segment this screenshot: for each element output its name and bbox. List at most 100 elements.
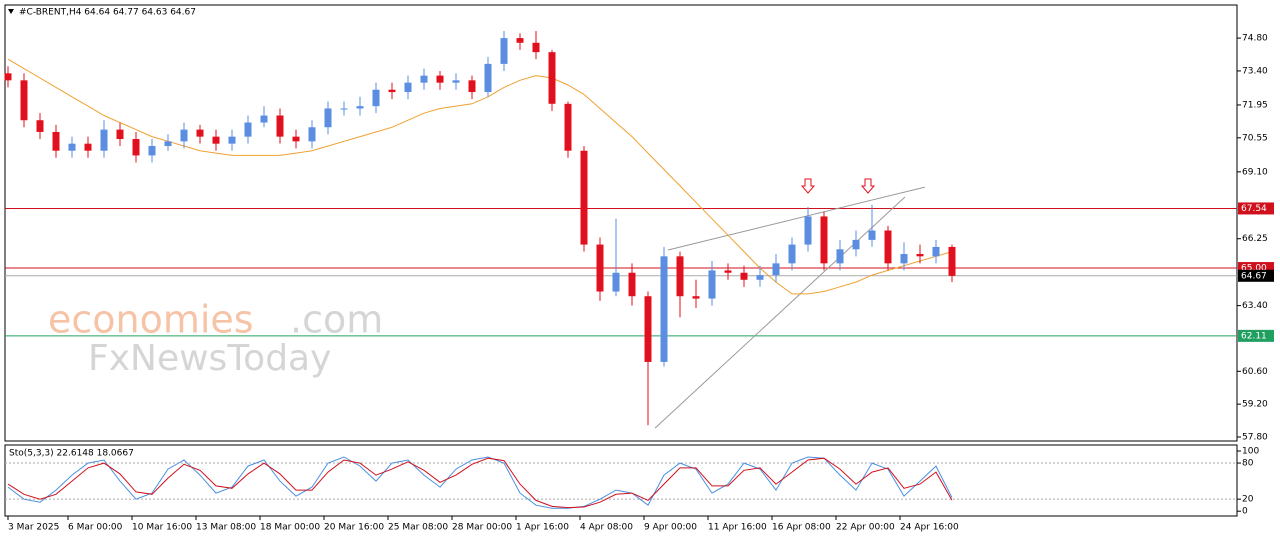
- candle-body: [260, 115, 268, 123]
- trendline: [667, 186, 926, 251]
- y-tick-label: 57.80: [1242, 433, 1268, 443]
- x-tick-label: 24 Apr 16:00: [900, 523, 959, 533]
- candle-body: [244, 122, 252, 137]
- x-tick-label: 13 Mar 08:00: [196, 523, 256, 533]
- x-tick-label: 16 Apr 08:00: [772, 523, 831, 533]
- candle-body: [820, 216, 828, 264]
- candle-body: [612, 272, 620, 292]
- y-tick-label: 70.55: [1242, 133, 1268, 143]
- x-tick-label: 10 Mar 16:00: [132, 523, 192, 533]
- candle-body: [68, 143, 76, 151]
- candle-body: [916, 253, 924, 257]
- candle-body: [180, 129, 188, 142]
- watermark: FxNewsToday: [88, 338, 331, 379]
- candle-body: [452, 80, 460, 83]
- candle-body: [708, 270, 716, 299]
- y-tick-label: 74.80: [1242, 34, 1268, 44]
- candle-body: [196, 129, 204, 137]
- y-tick-label: 20: [1242, 495, 1254, 505]
- candle-body: [788, 244, 796, 264]
- candle-body: [852, 239, 860, 250]
- x-tick-label: 3 Mar 2025: [8, 523, 59, 533]
- arrow-annotation: [860, 178, 876, 194]
- candle-body: [500, 38, 508, 64]
- candle-body: [420, 75, 428, 83]
- chart-title: #C-BRENT,H4 64.64 64.77 64.63 64.67: [19, 8, 196, 18]
- level-label: 65.00: [1241, 264, 1267, 274]
- menu-triangle[interactable]: [8, 9, 14, 14]
- candle-body: [132, 138, 140, 156]
- x-tick-label: 11 Apr 16:00: [708, 523, 767, 533]
- candle-body: [692, 296, 700, 299]
- candle-body: [580, 150, 588, 245]
- candle-body: [388, 89, 396, 93]
- line: [7, 457, 953, 509]
- candle-body: [20, 80, 28, 121]
- x-tick-label: 4 Apr 08:00: [580, 523, 633, 533]
- x-tick-label: 1 Apr 16:00: [516, 523, 569, 533]
- candle-body: [596, 244, 604, 292]
- line: [7, 456, 953, 509]
- candle-body: [372, 89, 380, 107]
- watermark: .com: [290, 298, 383, 342]
- y-tick-label: 100: [1242, 447, 1259, 457]
- candle-body: [4, 73, 12, 81]
- x-tick-label: 25 Mar 08:00: [388, 523, 448, 533]
- line: [7, 58, 953, 295]
- candle-body: [676, 256, 684, 297]
- y-tick-label: 63.40: [1242, 301, 1268, 311]
- candle-body: [116, 129, 124, 139]
- candle-body: [628, 272, 636, 297]
- candle-body: [532, 42, 540, 53]
- candle-body: [756, 275, 764, 280]
- level-label-bg: [1238, 269, 1274, 282]
- y-tick-label: 71.95: [1242, 100, 1268, 110]
- indicator-label: Sto(5,3,3) 22.6148 18.0667: [9, 449, 134, 459]
- y-tick-label: 69.10: [1242, 167, 1268, 177]
- candle-body: [164, 141, 172, 147]
- candle-body: [740, 272, 748, 280]
- candle-body: [804, 216, 812, 245]
- main-panel: [4, 4, 1238, 442]
- candle-body: [644, 296, 652, 362]
- level-label-bg: [1238, 202, 1274, 215]
- candle-body: [356, 106, 364, 109]
- candle-body: [484, 63, 492, 93]
- candle-body: [436, 75, 444, 83]
- y-tick-label: 80: [1242, 459, 1254, 469]
- trendline: [654, 196, 906, 429]
- arrow-annotation: [800, 178, 816, 194]
- candle-body: [548, 52, 556, 104]
- x-tick-label: 18 Mar 00:00: [260, 523, 320, 533]
- candle-body: [868, 230, 876, 240]
- x-tick-label: 6 Mar 00:00: [68, 523, 123, 533]
- y-tick-label: 0: [1242, 507, 1248, 517]
- level-label: 64.67: [1241, 271, 1267, 281]
- y-tick-label: 66.25: [1242, 234, 1268, 244]
- candle-body: [948, 246, 956, 276]
- candle-body: [660, 256, 668, 362]
- candle-body: [932, 246, 940, 257]
- level-label: 62.11: [1241, 331, 1267, 341]
- y-tick-label: 73.40: [1242, 66, 1268, 76]
- candle-body: [212, 136, 220, 144]
- candle-body: [340, 108, 348, 110]
- candle-body: [900, 253, 908, 264]
- candle-body: [404, 82, 412, 93]
- candle-body: [836, 249, 844, 264]
- candle-body: [52, 131, 60, 151]
- x-tick-label: 9 Apr 00:00: [644, 523, 697, 533]
- level-label: 67.54: [1241, 204, 1267, 214]
- candle-body: [884, 230, 892, 264]
- candle-body: [84, 143, 92, 151]
- candle-body: [516, 38, 524, 43]
- candle-body: [324, 108, 332, 128]
- candle-body: [772, 263, 780, 276]
- candle-body: [228, 136, 236, 144]
- candle-body: [468, 80, 476, 93]
- candle-body: [292, 136, 300, 142]
- candle-body: [564, 103, 572, 151]
